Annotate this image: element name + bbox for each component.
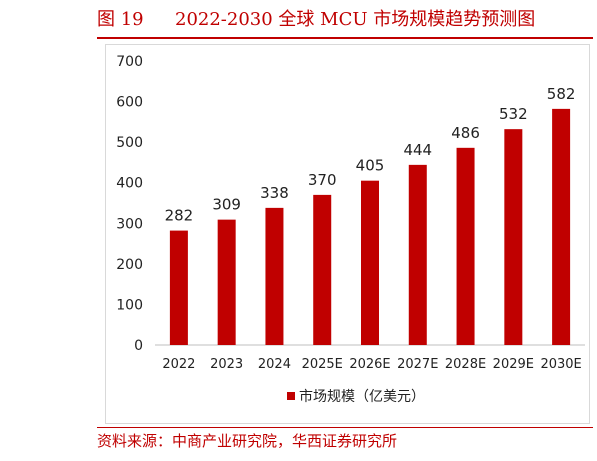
bar [313,194,332,345]
bar [265,207,284,345]
data-label: 486 [451,124,480,142]
data-label: 309 [212,196,241,214]
figure-title: 2022-2030 全球 MCU 市场规模趋势预测图 [175,9,536,30]
x-tick-label: 2030E [540,357,581,372]
y-tick-label: 0 [134,338,143,354]
bar [408,164,427,345]
footer-rule [97,427,593,428]
x-tick-label: 2026E [349,357,390,372]
bars [169,108,571,345]
x-tick-label: 2027E [397,357,438,372]
x-tick-label: 2022 [162,357,195,372]
figure-header: 图 19 2022-2030 全球 MCU 市场规模趋势预测图 [97,5,593,35]
data-label: 338 [260,184,289,202]
header-rule [97,37,593,39]
legend-label: 市场规模（亿美元） [299,388,425,405]
y-tick-label: 400 [116,176,143,192]
legend-swatch [287,392,295,400]
y-tick-label: 100 [116,297,143,313]
x-tick-label: 2023 [210,357,243,372]
figure-number: 图 19 [97,9,144,30]
x-tick-label: 2025E [302,357,343,372]
y-tick-labels: 0 100 200 300 400 500 600 700 [116,54,143,354]
data-label: 532 [499,105,528,123]
legend: 市场规模（亿美元） [287,388,425,405]
bar [361,180,379,345]
bar [456,147,475,345]
x-tick-label: 2029E [493,357,534,372]
data-labels: 282 309 338 370 405 444 486 532 582 [165,85,576,225]
data-label: 444 [403,141,432,159]
y-tick-label: 200 [116,257,143,273]
bar [504,129,523,345]
data-label: 405 [356,157,385,175]
y-tick-label: 300 [116,216,143,232]
chart-frame [105,44,590,424]
x-tick-label: 2024 [258,357,291,372]
bar [169,230,188,345]
data-label: 582 [547,85,576,103]
data-label: 282 [165,207,194,225]
bar [217,219,236,345]
x-tick-labels: 2022 2023 2024 2025E 2026E 2027E 2028E 2029E 203… [162,357,581,372]
data-label: 370 [308,171,337,189]
y-tick-label: 700 [116,54,143,70]
source-note: 资料来源：中商产业研究院，华西证券研究所 [97,432,398,450]
y-tick-label: 500 [116,135,143,151]
x-tick-label: 2028E [445,357,486,372]
y-tick-label: 600 [116,95,143,111]
bar [552,108,571,345]
